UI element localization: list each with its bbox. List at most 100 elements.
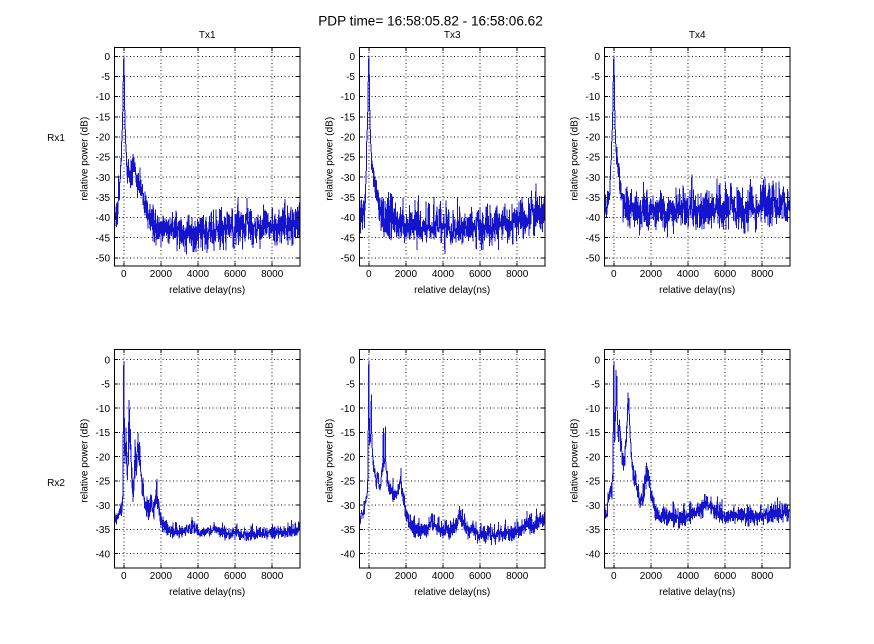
svg-text:-20: -20 <box>586 133 601 144</box>
svg-text:-30: -30 <box>341 173 356 184</box>
svg-text:0: 0 <box>104 355 110 366</box>
svg-text:relative delay(ns): relative delay(ns) <box>659 587 735 598</box>
svg-text:8000: 8000 <box>261 269 284 280</box>
svg-text:0: 0 <box>611 269 617 280</box>
svg-text:-25: -25 <box>586 153 601 164</box>
svg-text:-10: -10 <box>586 92 601 103</box>
svg-text:-5: -5 <box>101 380 110 391</box>
svg-text:-25: -25 <box>341 153 356 164</box>
svg-text:-25: -25 <box>96 153 111 164</box>
svg-text:relative power (dB): relative power (dB) <box>325 419 336 503</box>
svg-text:0: 0 <box>366 269 372 280</box>
svg-text:0: 0 <box>366 571 372 582</box>
svg-text:relative delay(ns): relative delay(ns) <box>414 285 490 296</box>
svg-text:-45: -45 <box>96 233 111 244</box>
svg-text:2000: 2000 <box>150 571 173 582</box>
svg-text:0: 0 <box>594 52 600 63</box>
svg-text:4000: 4000 <box>187 269 210 280</box>
svg-text:0: 0 <box>104 52 110 63</box>
svg-text:-40: -40 <box>586 213 601 224</box>
svg-text:0: 0 <box>594 355 600 366</box>
svg-text:-40: -40 <box>96 213 111 224</box>
svg-text:Rx1: Rx1 <box>47 133 65 144</box>
svg-text:-30: -30 <box>586 173 601 184</box>
svg-text:-20: -20 <box>96 452 111 463</box>
svg-text:relative delay(ns): relative delay(ns) <box>169 587 245 598</box>
svg-text:2000: 2000 <box>640 269 663 280</box>
svg-text:-30: -30 <box>341 501 356 512</box>
svg-text:relative delay(ns): relative delay(ns) <box>169 285 245 296</box>
svg-text:-40: -40 <box>341 549 356 560</box>
svg-text:4000: 4000 <box>432 571 455 582</box>
svg-text:-5: -5 <box>346 72 355 83</box>
svg-text:-50: -50 <box>341 253 356 264</box>
svg-text:-35: -35 <box>96 525 111 536</box>
svg-text:relative power (dB): relative power (dB) <box>80 419 91 503</box>
svg-text:2000: 2000 <box>395 269 418 280</box>
svg-text:-25: -25 <box>341 477 356 488</box>
svg-text:-40: -40 <box>586 549 601 560</box>
svg-text:-40: -40 <box>341 213 356 224</box>
svg-text:relative power (dB): relative power (dB) <box>570 117 581 201</box>
svg-text:-20: -20 <box>341 452 356 463</box>
svg-text:-50: -50 <box>586 253 601 264</box>
svg-text:6000: 6000 <box>224 269 247 280</box>
svg-text:-5: -5 <box>346 380 355 391</box>
svg-text:-15: -15 <box>341 428 356 439</box>
svg-text:-5: -5 <box>591 380 600 391</box>
svg-text:-30: -30 <box>586 501 601 512</box>
svg-text:relative power (dB): relative power (dB) <box>80 117 91 201</box>
svg-text:0: 0 <box>349 52 355 63</box>
svg-text:-20: -20 <box>586 452 601 463</box>
svg-text:Rx2: Rx2 <box>47 478 65 489</box>
svg-text:0: 0 <box>121 269 127 280</box>
svg-text:-25: -25 <box>586 477 601 488</box>
svg-text:-25: -25 <box>96 477 111 488</box>
svg-text:-20: -20 <box>341 133 356 144</box>
svg-text:8000: 8000 <box>751 571 774 582</box>
svg-text:0: 0 <box>349 355 355 366</box>
svg-text:-10: -10 <box>96 404 111 415</box>
svg-text:6000: 6000 <box>224 571 247 582</box>
svg-text:-45: -45 <box>341 233 356 244</box>
svg-text:-10: -10 <box>586 404 601 415</box>
svg-text:-15: -15 <box>341 112 356 123</box>
svg-text:-40: -40 <box>96 549 111 560</box>
svg-text:relative power (dB): relative power (dB) <box>570 419 581 503</box>
svg-text:-50: -50 <box>96 253 111 264</box>
svg-text:6000: 6000 <box>469 571 492 582</box>
svg-text:relative delay(ns): relative delay(ns) <box>659 285 735 296</box>
svg-text:Tx4: Tx4 <box>689 30 706 41</box>
svg-text:PDP time= 16:58:05.82 - 16:58:: PDP time= 16:58:05.82 - 16:58:06.62 <box>318 14 543 29</box>
svg-text:4000: 4000 <box>677 269 700 280</box>
svg-text:-35: -35 <box>586 525 601 536</box>
svg-text:-30: -30 <box>96 501 111 512</box>
svg-text:-5: -5 <box>101 72 110 83</box>
svg-text:-35: -35 <box>96 193 111 204</box>
svg-text:-45: -45 <box>586 233 601 244</box>
svg-text:relative delay(ns): relative delay(ns) <box>414 587 490 598</box>
svg-text:4000: 4000 <box>187 571 210 582</box>
svg-text:-15: -15 <box>586 112 601 123</box>
svg-text:2000: 2000 <box>150 269 173 280</box>
svg-text:Tx3: Tx3 <box>444 30 461 41</box>
svg-text:-10: -10 <box>341 404 356 415</box>
svg-text:-5: -5 <box>591 72 600 83</box>
svg-text:-20: -20 <box>96 133 111 144</box>
svg-text:2000: 2000 <box>640 571 663 582</box>
svg-text:4000: 4000 <box>432 269 455 280</box>
svg-text:6000: 6000 <box>714 269 737 280</box>
svg-text:0: 0 <box>611 571 617 582</box>
svg-text:-15: -15 <box>96 112 111 123</box>
svg-text:-35: -35 <box>341 525 356 536</box>
svg-text:-10: -10 <box>96 92 111 103</box>
svg-text:0: 0 <box>121 571 127 582</box>
svg-text:-15: -15 <box>96 428 111 439</box>
svg-text:8000: 8000 <box>751 269 774 280</box>
svg-text:-10: -10 <box>341 92 356 103</box>
svg-text:8000: 8000 <box>261 571 284 582</box>
svg-text:Tx1: Tx1 <box>199 30 216 41</box>
svg-text:2000: 2000 <box>395 571 418 582</box>
svg-text:-35: -35 <box>341 193 356 204</box>
svg-text:8000: 8000 <box>506 571 529 582</box>
